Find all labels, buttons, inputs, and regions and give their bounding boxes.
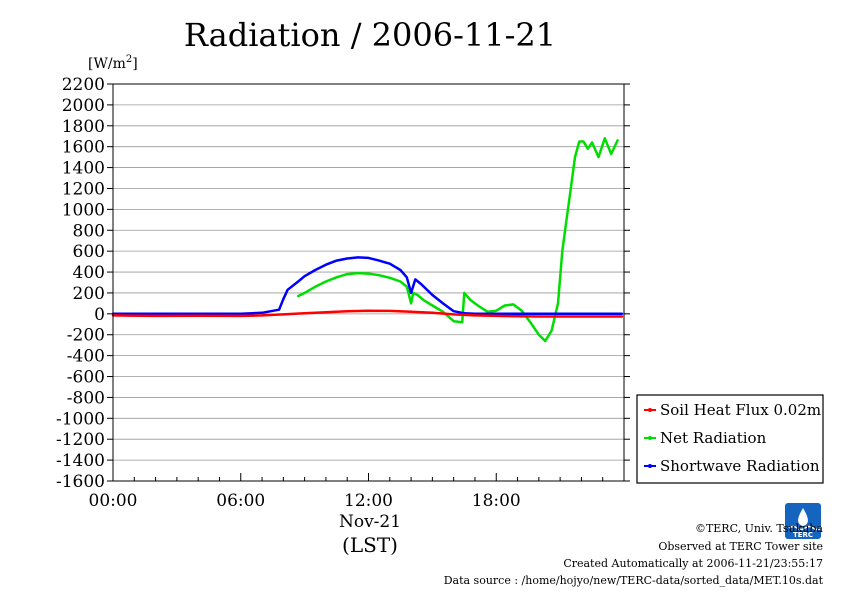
y-axis-ticks: -1600-1400-1200-1000-800-600-400-2000200… [56,75,630,492]
y-tick-label: 2200 [62,75,105,95]
y-tick-label: -400 [67,347,105,367]
legend-box [636,394,824,484]
y-tick-label: 1800 [62,117,105,137]
footer-credits: ©TERC, Univ. Tsukuba Observed at TERC To… [444,522,824,587]
x-tick-label: 12:00 [344,491,393,511]
legend: Soil Heat Flux 0.02m Net Radiation Shortwa… [636,394,824,484]
legend-marker [648,464,652,468]
y-tick-label: 1000 [62,200,105,220]
series-lines [111,137,624,343]
y-tick-label: -200 [67,326,105,346]
copyright-text: ©TERC, Univ. Tsukuba [695,522,823,535]
y-tick-label: -1400 [56,451,105,471]
x-axis-label: (LST) [342,533,398,557]
y-axis-label-close: ] [132,56,137,72]
y-axis-label: [W/m2] [88,54,138,72]
y-axis-label-text: [W/m [88,56,126,72]
legend-label: Soil Heat Flux 0.02m [660,401,821,419]
grid-lines [113,104,624,461]
y-tick-label: 600 [73,242,105,262]
series-line [111,309,624,318]
legend-label: Net Radiation [660,429,767,447]
x-tick-label: 18:00 [472,491,521,511]
legend-marker [648,408,652,412]
y-tick-label: -1200 [56,430,105,450]
y-tick-label: 800 [73,221,105,241]
y-axis-label-superscript: 2 [126,54,132,65]
legend-marker [648,436,652,440]
x-tick-label: 06:00 [216,491,265,511]
y-tick-label: 400 [73,263,105,283]
series-line [296,137,619,343]
wave-icon [788,525,822,531]
y-tick-label: -1600 [56,472,105,492]
y-tick-label: 200 [73,284,105,304]
x-axis-ticks: 00:00 06:00 12:00 18:00 [89,473,625,511]
plot-frame [112,83,625,482]
y-tick-label: -800 [67,388,105,408]
series-line [111,256,624,316]
x-tick-label: 00:00 [89,491,138,511]
created-text: Created Automatically at 2006-11-21/23:5… [563,557,823,570]
y-tick-label: -1000 [56,409,105,429]
y-tick-label: 1200 [62,179,105,199]
x-date-label: Nov-21 [339,512,401,532]
droplet-icon [798,508,808,526]
y-tick-label: 2000 [62,96,105,116]
chart-title: Radiation / 2006-11-21 [184,16,556,54]
observed-text: Observed at TERC Tower site [658,540,823,553]
y-tick-label: -600 [67,368,105,388]
legend-items: Soil Heat Flux 0.02m Net Radiation Shortwa… [644,401,821,475]
data-source-text: Data source : /home/hojyo/new/TERC-data/… [444,574,824,587]
y-tick-label: 1400 [62,159,105,179]
y-tick-label: 0 [94,305,105,325]
y-tick-label: 1600 [62,138,105,158]
terc-logo-text: TERC [793,531,813,539]
terc-logo: TERC [785,503,822,539]
legend-label: Shortwave Radiation [660,457,820,475]
